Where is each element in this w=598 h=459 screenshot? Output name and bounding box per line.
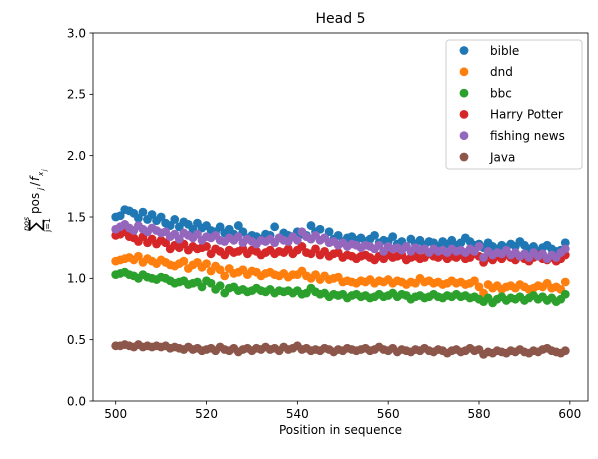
data-point: [202, 259, 211, 269]
legend-label: bbc: [490, 86, 512, 100]
y-tick-label: 3.0: [67, 26, 86, 40]
legend-marker: [459, 46, 469, 55]
data-point: [479, 253, 488, 262]
data-point: [388, 232, 398, 242]
data-point: [270, 222, 280, 232]
data-point: [474, 242, 484, 251]
y-tick-label: 2.0: [67, 149, 86, 163]
y-tick-label: 0.0: [67, 394, 86, 408]
data-point: [220, 271, 230, 281]
data-point: [333, 231, 343, 240]
series-4: [111, 219, 570, 264]
series-1: [111, 251, 570, 298]
legend-marker: [459, 110, 469, 119]
data-point: [197, 282, 207, 292]
data-point: [115, 211, 125, 221]
x-tick-label: 520: [195, 407, 218, 421]
y-tick-label: 0.5: [67, 333, 86, 347]
y-axis-f: f: [28, 175, 42, 181]
data-point: [202, 242, 211, 251]
series-5: [111, 340, 570, 359]
y-axis-divider: /: [28, 181, 42, 186]
data-point: [165, 221, 175, 230]
legend-label: dnd: [490, 65, 513, 79]
data-point: [170, 215, 180, 224]
y-axis-subscript: j: [36, 187, 45, 191]
data-point: [306, 221, 316, 230]
data-points: [111, 205, 570, 359]
data-point: [206, 278, 216, 288]
y-axis-upper-limit: pos: [22, 217, 31, 232]
data-point: [215, 222, 225, 232]
data-point: [474, 282, 484, 292]
data-point: [315, 224, 325, 234]
x-tick-label: 540: [286, 407, 309, 421]
data-point: [215, 265, 225, 275]
legend-label: bible: [490, 44, 519, 58]
data-point: [233, 232, 243, 242]
x-axis-label: Position in sequence: [279, 423, 402, 437]
data-point: [138, 207, 148, 217]
legend-label: fishing news: [490, 129, 565, 143]
data-point: [174, 234, 184, 244]
data-point: [560, 289, 570, 299]
data-point: [134, 213, 143, 223]
data-point: [560, 277, 570, 287]
legend: bible dnd bbc Harry Potter fishing news Java: [445, 39, 583, 170]
y-axis-sigma: ∑: [26, 219, 46, 231]
data-point: [161, 238, 171, 248]
data-point: [560, 346, 570, 356]
y-tick-label: 1.5: [67, 210, 86, 224]
y-axis-term: pos: [28, 193, 42, 214]
data-point: [470, 276, 479, 286]
legend-marker: [459, 67, 469, 77]
data-point: [374, 240, 384, 250]
data-point: [292, 235, 302, 245]
chart-title: Head 5: [316, 11, 366, 27]
data-point: [193, 229, 202, 239]
x-tick-label: 600: [558, 407, 581, 421]
y-tick-label: 1.0: [67, 272, 86, 286]
y-tick-label: 2.5: [67, 88, 86, 102]
legend-marker: [459, 88, 469, 98]
data-point: [560, 244, 570, 254]
legend-frame: [445, 39, 583, 170]
legend-marker: [459, 152, 469, 162]
data-point: [311, 244, 320, 254]
data-point: [215, 281, 225, 291]
data-point: [297, 242, 307, 251]
series-2: [111, 267, 570, 308]
x-tick-label: 580: [468, 407, 491, 421]
data-point: [324, 227, 334, 237]
data-point: [233, 221, 243, 230]
data-point: [134, 251, 143, 261]
y-axis-subscript-x: x: [37, 171, 45, 177]
x-tick-label: 500: [104, 407, 127, 421]
legend-label: Harry Potter: [490, 108, 563, 122]
data-point: [179, 256, 189, 266]
x-tick-label: 560: [377, 407, 400, 421]
legend-label: Java: [489, 150, 515, 164]
data-point: [370, 231, 379, 240]
data-point: [156, 212, 166, 222]
y-axis-lower-limit: j=1: [43, 218, 52, 233]
data-point: [147, 210, 157, 219]
axis-ticks: 500 520 540 560 580 600 0.0 0.5 1.0 1.5 2.0 2.5 3.0: [67, 26, 581, 421]
y-axis-subscript-j: j: [41, 169, 48, 172]
legend-marker: [459, 131, 469, 141]
data-point: [560, 238, 570, 248]
